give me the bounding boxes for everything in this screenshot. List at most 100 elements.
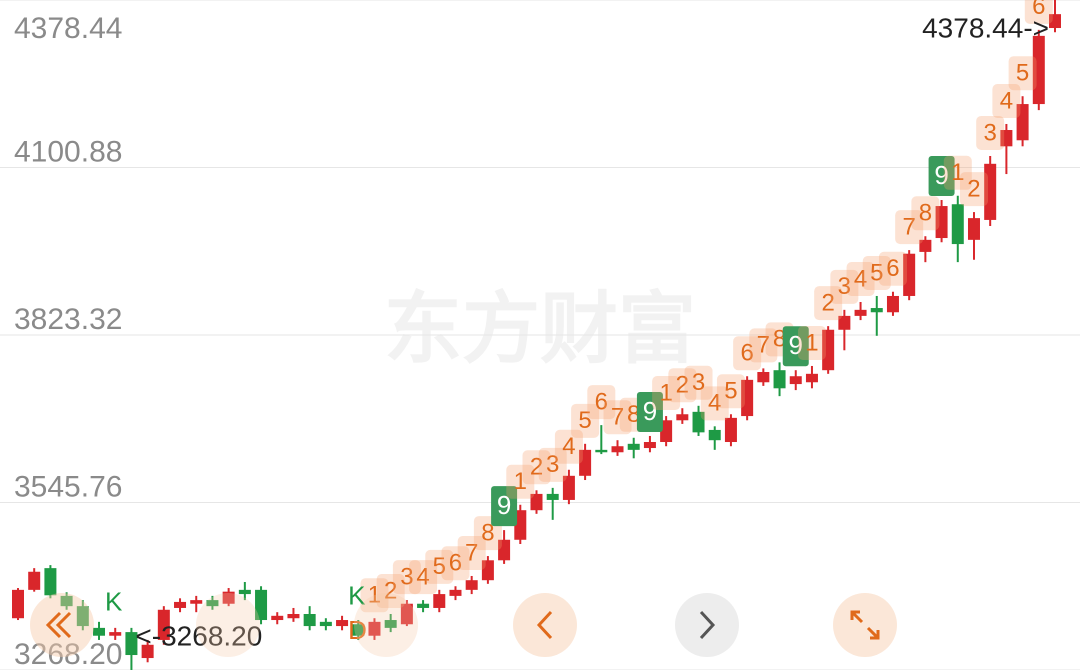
td-count: 5 xyxy=(433,553,446,580)
candle-body xyxy=(741,379,754,417)
y-tick-label: 3545.76 xyxy=(14,470,122,503)
td-highlight xyxy=(1008,56,1037,91)
td-count: 1 xyxy=(368,582,381,609)
candle-body xyxy=(595,449,608,453)
td-highlight xyxy=(652,376,681,411)
td-nine-box xyxy=(491,486,518,527)
zoom-in-button[interactable] xyxy=(354,593,418,657)
td-count: 2 xyxy=(821,289,834,316)
candle-body xyxy=(773,370,786,389)
td-highlight xyxy=(749,328,778,363)
candle-body xyxy=(886,295,899,313)
candle-body xyxy=(319,621,332,627)
td-count: 5 xyxy=(870,259,883,286)
td-nine-box xyxy=(928,156,955,197)
td-highlight xyxy=(814,286,843,321)
candle-body xyxy=(1000,130,1013,147)
candle-body xyxy=(627,443,640,450)
td-highlight xyxy=(587,385,616,420)
candle-body xyxy=(141,644,154,659)
fullscreen-button[interactable] xyxy=(833,593,897,657)
td-highlight xyxy=(522,450,551,485)
y-tick-label: 4100.88 xyxy=(14,135,122,168)
candle-body xyxy=(660,420,673,443)
y-tick-label: 3823.32 xyxy=(14,303,122,336)
candle-body xyxy=(93,627,106,636)
td-highlight xyxy=(943,155,972,190)
td-highlight xyxy=(571,403,600,438)
candle-body xyxy=(951,204,964,245)
td-highlight xyxy=(554,429,583,464)
candle-body xyxy=(190,600,203,604)
candle-body xyxy=(789,376,802,385)
candle-body xyxy=(935,206,948,239)
candle-body xyxy=(465,580,478,590)
td-count: 9 xyxy=(789,330,803,360)
td-count: 1 xyxy=(659,379,672,406)
td-highlight xyxy=(878,251,907,286)
td-count: 8 xyxy=(481,519,494,546)
td-count: 9 xyxy=(497,490,511,520)
candle-body xyxy=(352,624,365,636)
candle-body xyxy=(384,620,397,628)
td-count: 9 xyxy=(934,160,948,190)
td-highlight xyxy=(668,368,697,403)
td-highlight xyxy=(603,400,632,435)
candle-body xyxy=(546,493,559,500)
candle-body xyxy=(238,589,251,595)
td-highlight xyxy=(376,573,405,608)
td-highlight xyxy=(992,83,1021,118)
candle-body xyxy=(174,601,187,608)
candle-body xyxy=(1049,14,1061,29)
candle-body xyxy=(44,568,57,596)
td-count: 9 xyxy=(643,396,657,426)
td-highlight xyxy=(862,255,891,290)
candle-body xyxy=(255,589,268,621)
candle-body xyxy=(417,603,430,608)
td-count: 4 xyxy=(416,563,429,590)
candle-body xyxy=(60,595,73,607)
candle-body xyxy=(967,218,980,240)
td-highlight xyxy=(911,196,940,231)
y-tick-label: 3268.20 xyxy=(14,638,122,670)
td-highlight xyxy=(959,172,988,207)
zoom-out-button[interactable] xyxy=(196,593,260,657)
td-count: 7 xyxy=(465,539,478,566)
signal-label: K xyxy=(348,581,366,611)
td-highlight xyxy=(895,210,924,245)
candle-body xyxy=(206,600,219,607)
candle-body xyxy=(12,589,24,619)
candle-body xyxy=(579,449,592,476)
next-button[interactable] xyxy=(675,593,739,657)
td-count: 1 xyxy=(951,159,964,186)
candle-body xyxy=(838,315,851,330)
td-highlight xyxy=(360,578,389,613)
candle-body xyxy=(611,446,624,453)
candle-body xyxy=(481,560,494,581)
td-count: 5 xyxy=(1016,60,1029,87)
td-highlight xyxy=(538,447,567,482)
watermark: 东方财富 xyxy=(384,285,696,373)
candle-body xyxy=(336,620,349,627)
td-highlight xyxy=(830,269,859,304)
prev-button[interactable] xyxy=(513,593,577,657)
candle-body xyxy=(757,372,770,383)
td-count: 7 xyxy=(757,332,770,359)
td-count: 3 xyxy=(838,273,851,300)
candle-body xyxy=(676,414,689,421)
td-nine-box xyxy=(636,391,663,432)
td-count: 6 xyxy=(740,340,753,367)
candle-body xyxy=(903,253,916,296)
candle-body xyxy=(271,615,284,621)
td-highlight xyxy=(425,549,454,584)
td-count: 2 xyxy=(967,175,980,202)
candle-body xyxy=(724,417,737,443)
candle-body xyxy=(433,594,446,608)
first-button[interactable] xyxy=(30,593,94,657)
candle-body xyxy=(562,475,575,500)
candle-body xyxy=(692,411,705,433)
td-highlight xyxy=(976,115,1005,150)
candle-body xyxy=(222,591,235,604)
candle-body xyxy=(28,571,41,590)
candle-body xyxy=(287,613,300,619)
